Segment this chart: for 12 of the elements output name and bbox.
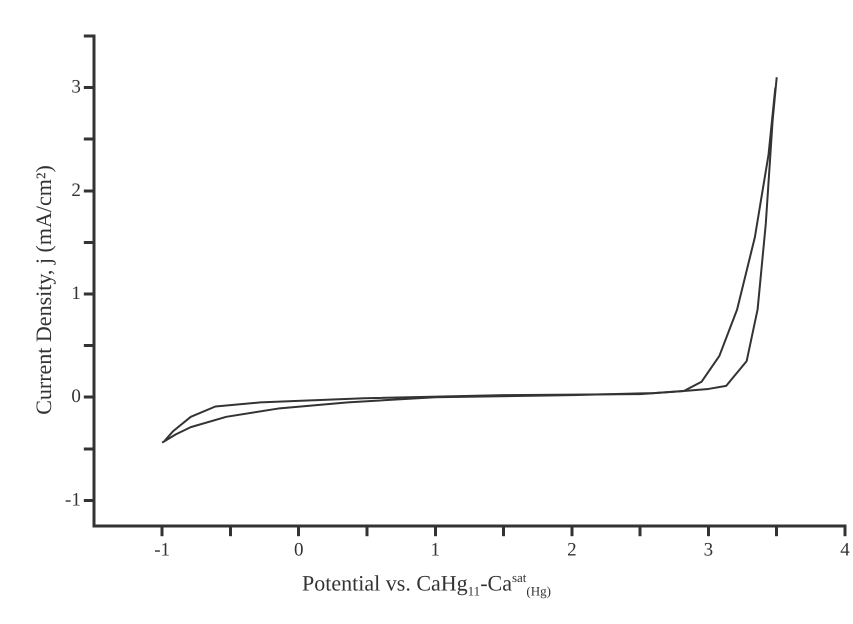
y-tick-label: 0 <box>71 386 81 408</box>
y-tick-label: 1 <box>71 282 81 304</box>
y-tick-label: 3 <box>71 76 81 98</box>
y-tick-label: -1 <box>65 489 81 510</box>
x-tick-label: 2 <box>567 540 577 561</box>
x-tick-label: 1 <box>430 540 440 561</box>
y-axis-title: Current Density, j (mA/cm²) <box>31 165 57 415</box>
x-tick-label: -1 <box>154 540 170 561</box>
x-tick-label: 3 <box>704 540 714 561</box>
y-tick-label: 2 <box>71 180 81 201</box>
x-tick-label: 0 <box>294 540 304 561</box>
x-tick-label: 4 <box>840 540 850 561</box>
